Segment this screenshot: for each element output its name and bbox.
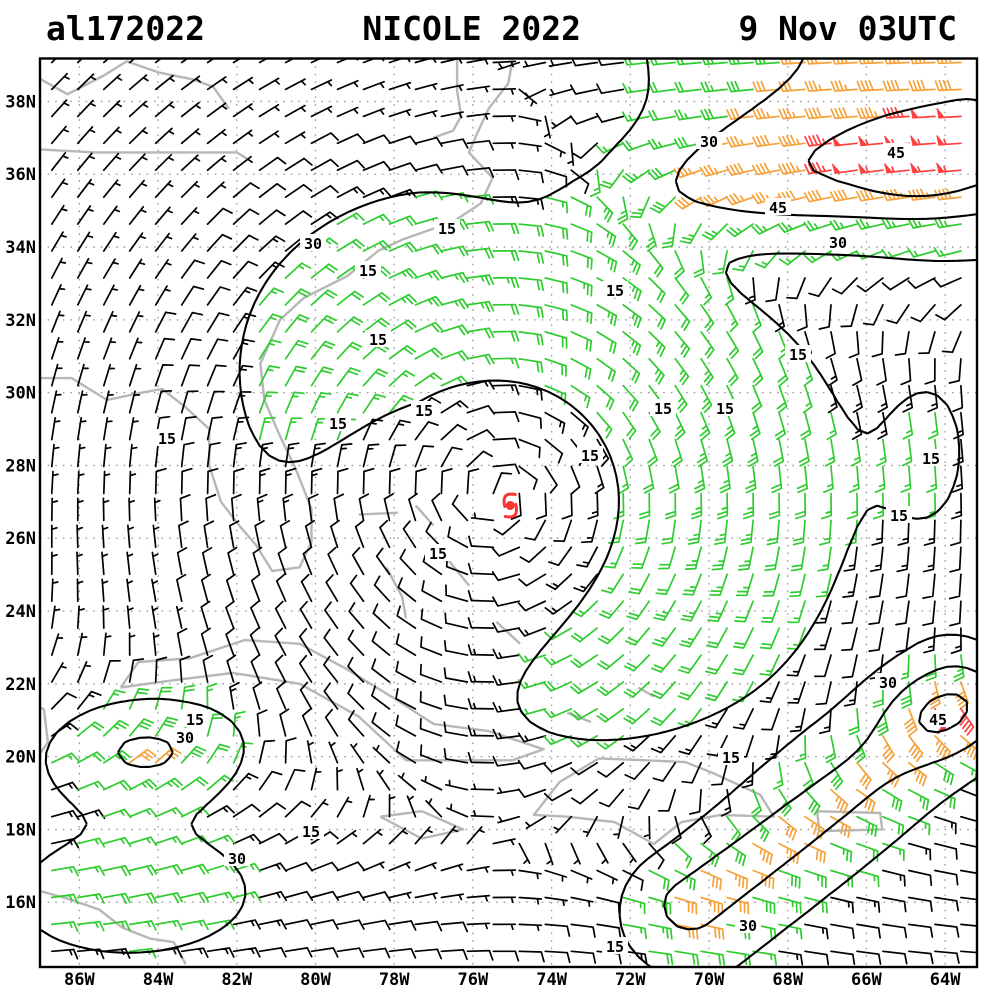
svg-text:15: 15 [581,447,599,465]
hurricane-symbol [502,492,518,519]
svg-text:15: 15 [359,262,377,280]
svg-text:32N: 32N [5,311,36,331]
svg-text:15: 15 [606,282,624,300]
svg-text:22N: 22N [5,675,36,695]
storm-id: al172022 [46,9,205,48]
svg-text:15: 15 [429,545,447,563]
svg-text:30: 30 [739,917,757,935]
svg-text:30: 30 [304,235,322,253]
svg-text:45: 45 [887,144,905,162]
svg-text:15: 15 [438,220,456,238]
svg-text:15: 15 [415,402,433,420]
svg-text:30N: 30N [5,384,36,404]
svg-text:64W: 64W [930,970,961,989]
svg-text:24N: 24N [5,602,36,622]
svg-text:30: 30 [176,729,194,747]
svg-text:16N: 16N [5,893,36,913]
svg-text:15: 15 [186,711,204,729]
svg-text:68W: 68W [772,970,803,989]
svg-text:84W: 84W [143,970,174,989]
svg-text:76W: 76W [458,970,489,989]
svg-text:15: 15 [922,450,940,468]
svg-text:45: 45 [929,711,947,729]
svg-text:36N: 36N [5,165,36,185]
chart-title: NICOLE 2022 [362,9,581,48]
axis-labels: 38N 36N 34N 32N 30N 28N 26N 24N 22N 20N 18N 16N 86W 8… [5,92,961,990]
valid-datetime: 9 Nov 03UTC [738,9,957,48]
svg-text:15: 15 [158,430,176,448]
wind-barbs [50,58,977,966]
svg-text:15: 15 [606,938,624,956]
title-bar: al172022 NICOLE 2022 9 Nov 03UTC [0,0,987,57]
svg-text:15: 15 [369,331,387,349]
svg-text:82W: 82W [221,970,252,989]
svg-text:15: 15 [654,400,672,418]
plot-border [38,57,979,969]
svg-text:28N: 28N [5,456,36,476]
svg-text:15: 15 [890,507,908,525]
svg-text:15: 15 [789,346,807,364]
svg-text:74W: 74W [536,970,567,989]
svg-text:80W: 80W [300,970,331,989]
svg-text:78W: 78W [379,970,410,989]
svg-text:15: 15 [722,749,740,767]
svg-text:86W: 86W [64,970,95,989]
svg-text:30: 30 [879,674,897,692]
svg-text:38N: 38N [5,92,36,112]
svg-text:70W: 70W [694,970,725,989]
map-plot: 30 15 15 15 15 30 45 45 30 15 15 15 15 15 15 15 15 15 15 15… [0,57,987,990]
svg-text:45: 45 [769,199,787,217]
svg-text:26N: 26N [5,529,36,549]
svg-text:66W: 66W [851,970,882,989]
svg-text:30: 30 [829,234,847,252]
svg-text:15: 15 [302,823,320,841]
svg-text:72W: 72W [615,970,646,989]
svg-text:15: 15 [716,400,734,418]
svg-text:18N: 18N [5,820,36,840]
svg-text:20N: 20N [5,748,36,768]
svg-text:30: 30 [700,133,718,151]
svg-text:15: 15 [329,415,347,433]
svg-text:30: 30 [228,850,246,868]
svg-text:34N: 34N [5,238,36,258]
isotach-contours [40,58,977,967]
